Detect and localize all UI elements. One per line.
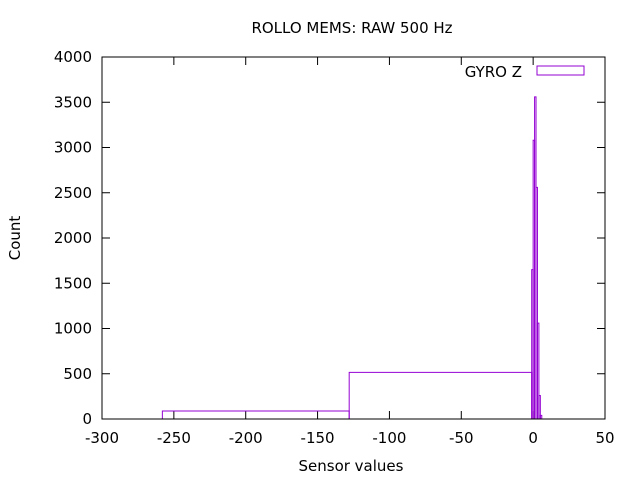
histogram-bar bbox=[348, 371, 533, 419]
y-tick-label: 3500 bbox=[54, 93, 92, 111]
y-tick-label: 2000 bbox=[54, 229, 92, 247]
y-tick-label: 1500 bbox=[54, 274, 92, 292]
y-tick-label: 500 bbox=[63, 365, 92, 383]
legend-swatch-gyro-z bbox=[536, 65, 585, 76]
x-tick-label: 0 bbox=[528, 429, 538, 447]
x-axis-label: Sensor values bbox=[299, 457, 404, 475]
y-tick-label: 4000 bbox=[54, 48, 92, 66]
y-axis-label: Count bbox=[6, 216, 24, 261]
legend-label-gyro-z: GYRO Z bbox=[465, 63, 522, 81]
axis-ticks: -300 -250 -200 -150 -100 -50 0 5005001000150020… bbox=[54, 48, 615, 447]
x-tick-label: -300 bbox=[85, 429, 119, 447]
chart-title: ROLLO MEMS: RAW 500 Hz bbox=[251, 19, 452, 37]
y-tick-label: 0 bbox=[82, 410, 92, 428]
x-tick-label: 50 bbox=[595, 429, 614, 447]
y-tick-label: 3000 bbox=[54, 139, 92, 157]
histogram-bar bbox=[536, 322, 540, 419]
x-tick-label: -200 bbox=[229, 429, 263, 447]
x-tick-label: -50 bbox=[449, 429, 474, 447]
histogram-bar bbox=[535, 186, 538, 419]
legend: GYRO Z bbox=[465, 63, 585, 81]
y-tick-label: 1000 bbox=[54, 320, 92, 338]
series-layer bbox=[161, 96, 543, 419]
plot-frame bbox=[101, 56, 606, 420]
x-tick-label: -150 bbox=[301, 429, 335, 447]
histogram-bar bbox=[161, 410, 350, 419]
histogram-bar bbox=[539, 414, 543, 419]
x-tick-label: -100 bbox=[372, 429, 406, 447]
histogram-bar bbox=[538, 394, 541, 419]
x-tick-label: -250 bbox=[157, 429, 191, 447]
y-tick-label: 2500 bbox=[54, 184, 92, 202]
